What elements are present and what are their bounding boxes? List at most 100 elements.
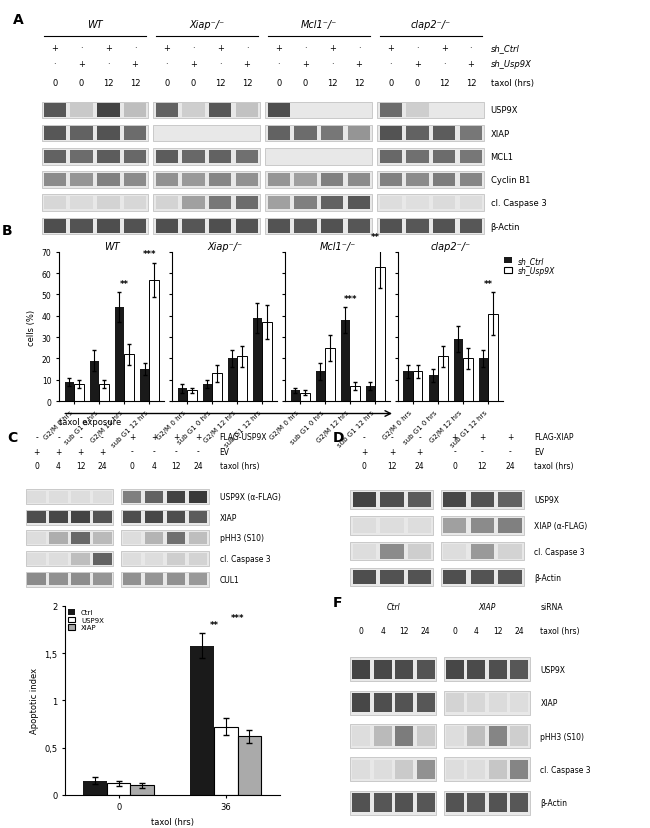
Y-axis label: Apoptotic index: Apoptotic index [30,667,39,734]
Text: ·: · [278,60,280,70]
Bar [510,726,528,746]
Bar [153,195,261,212]
Bar [348,128,370,141]
Bar [83,781,107,795]
Bar [350,490,434,509]
Bar [49,532,68,544]
Text: +: + [131,60,138,70]
Bar [42,219,148,235]
Bar [443,544,466,559]
Bar [97,220,120,233]
Bar [209,151,231,164]
Bar [406,197,429,210]
Text: USP9X: USP9X [491,106,518,115]
Text: 4: 4 [380,627,385,636]
Text: +: + [217,44,224,53]
Text: -: - [363,432,366,441]
Bar [188,532,207,544]
Bar [145,491,163,503]
Bar [408,570,431,585]
Bar [123,532,141,544]
Text: +: + [173,432,179,441]
Text: 12: 12 [103,79,114,89]
Bar [70,104,93,118]
Bar [124,354,134,402]
Text: FLAG-XIAP: FLAG-XIAP [534,432,574,441]
Text: D: D [333,431,344,445]
Bar [72,491,90,503]
Bar [236,174,258,187]
Bar [438,357,448,402]
Bar [350,542,434,561]
Text: **: ** [209,620,218,628]
Bar [441,517,524,535]
Bar [42,126,148,142]
Bar [341,320,350,402]
Text: MCL1: MCL1 [491,152,514,161]
Text: USP9X: USP9X [540,665,566,674]
Text: +: + [452,432,458,441]
Bar [294,220,317,233]
Bar [350,387,359,402]
Bar [124,151,146,164]
Bar [268,174,290,187]
Bar [321,197,343,210]
Bar [268,128,290,141]
Bar [460,197,482,210]
Text: 0: 0 [362,461,367,470]
Bar [265,126,372,142]
Text: -: - [57,432,60,441]
Bar [131,786,154,795]
Bar [187,391,196,402]
Bar [27,512,46,523]
Bar [428,376,438,402]
Bar [236,220,258,233]
Legend: sh_Ctrl, sh_Usp9X: sh_Ctrl, sh_Usp9X [504,257,556,276]
Bar [350,691,436,715]
Bar [395,793,413,812]
Bar [499,493,522,508]
Bar [72,574,90,585]
Bar [417,760,435,779]
Bar [265,195,372,212]
Bar [471,570,494,585]
Bar [417,693,435,712]
Bar [124,197,146,210]
Text: **: ** [370,233,380,242]
Text: 0: 0 [129,461,135,470]
Bar [190,646,214,795]
Text: 0: 0 [191,79,196,89]
Bar [408,493,431,508]
Bar [177,389,187,402]
Text: 0: 0 [79,79,84,89]
Text: -: - [35,432,38,441]
Bar [155,151,178,164]
Text: CUL1: CUL1 [220,575,239,584]
Bar [227,359,237,402]
Bar [467,760,485,779]
Bar [374,726,392,746]
Text: ·: · [81,44,83,53]
Bar [443,518,466,533]
Bar [107,783,131,795]
Bar [294,197,317,210]
Bar [150,280,159,402]
Bar [265,219,372,235]
Bar [153,103,261,119]
Bar [121,510,209,525]
Bar [97,197,120,210]
Bar [433,151,456,164]
Bar [121,572,209,587]
Text: -: - [131,447,133,456]
Text: +: + [441,44,448,53]
Text: A: A [13,13,23,27]
Bar [294,128,317,141]
Bar [236,197,258,210]
Bar [467,726,485,746]
Bar [155,197,178,210]
Bar [380,197,402,210]
Bar [44,128,66,141]
Bar [489,693,506,712]
Text: Cyclin B1: Cyclin B1 [491,176,530,185]
Bar [72,512,90,523]
